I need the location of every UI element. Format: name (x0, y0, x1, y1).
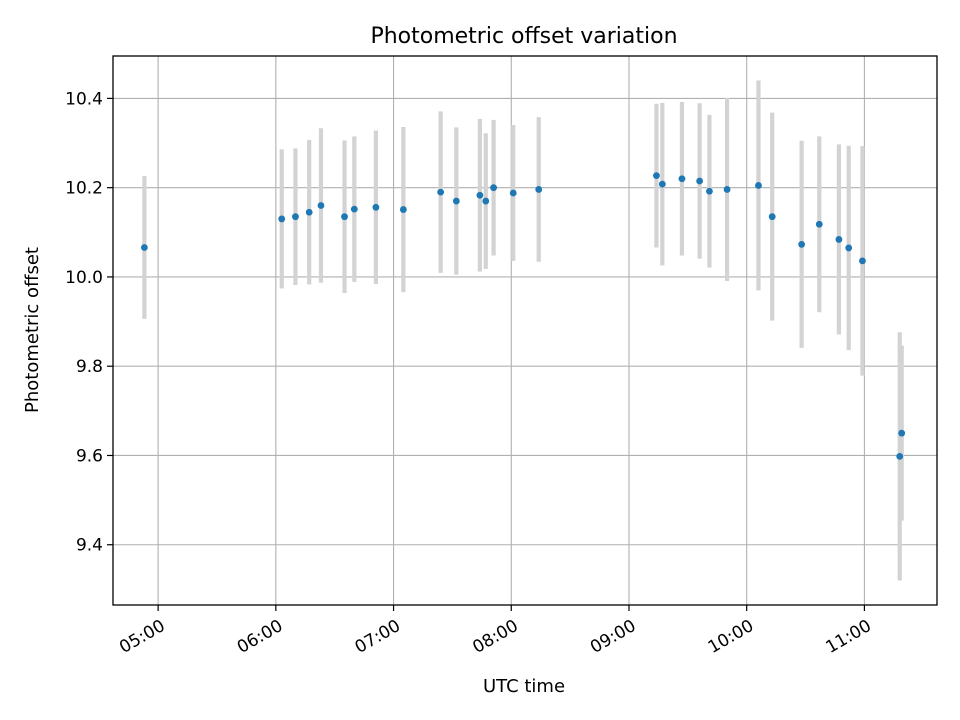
y-tick-label: 9.8 (76, 357, 103, 377)
y-axis-label: Photometric offset (22, 247, 43, 413)
data-point (696, 177, 704, 185)
y-axis-ticks: 9.4 9.6 9.8 10.0 10.2 10.4 (65, 89, 113, 556)
y-tick-label: 10.0 (65, 268, 103, 288)
data-point (490, 184, 498, 192)
x-axis-label: UTC time (483, 676, 565, 697)
data-point (305, 208, 313, 216)
data-point (509, 189, 517, 197)
y-tick-label: 9.4 (76, 536, 103, 556)
x-tick-label: 06:00 (234, 616, 286, 658)
x-axis-ticks: 05:00 06:00 07:00 08:00 09:00 10:00 11:00 (116, 605, 875, 658)
x-tick-label: 09:00 (587, 616, 639, 658)
data-point (798, 240, 806, 248)
data-point (658, 180, 666, 188)
data-point (372, 203, 380, 211)
data-point (815, 220, 823, 228)
y-tick-label: 10.4 (65, 89, 103, 109)
data-point (317, 202, 325, 209)
error-bars (142, 80, 904, 581)
plot-frame (112, 55, 938, 606)
data-point (835, 236, 843, 243)
data-point (292, 213, 299, 221)
data-point (399, 206, 407, 213)
x-tick-label: 05:00 (116, 616, 168, 658)
data-point (723, 186, 731, 193)
data-point (437, 188, 445, 196)
data-point (535, 186, 543, 193)
x-tick-label: 08:00 (469, 616, 521, 658)
y-tick-label: 10.2 (65, 179, 103, 199)
data-point (140, 244, 148, 251)
data-point (482, 197, 490, 205)
data-point (350, 205, 358, 213)
x-tick-label: 11:00 (822, 616, 874, 658)
data-point (706, 187, 713, 195)
data-point (898, 429, 906, 437)
data-point (278, 215, 286, 223)
data-point (476, 191, 484, 199)
x-tick-label: 10:00 (705, 616, 757, 658)
data-point (452, 197, 460, 205)
data-point (678, 175, 686, 183)
y-tick-label: 9.6 (76, 446, 103, 466)
data-point (768, 213, 776, 221)
data-point (341, 213, 348, 221)
data-point (845, 244, 853, 252)
chart-title: Photometric offset variation (370, 24, 677, 49)
x-tick-label: 07:00 (352, 616, 404, 658)
data-point (859, 257, 866, 265)
data-point (653, 172, 660, 180)
data-points (140, 172, 906, 460)
grid (113, 56, 937, 605)
data-point (896, 452, 904, 460)
data-point (755, 182, 762, 189)
